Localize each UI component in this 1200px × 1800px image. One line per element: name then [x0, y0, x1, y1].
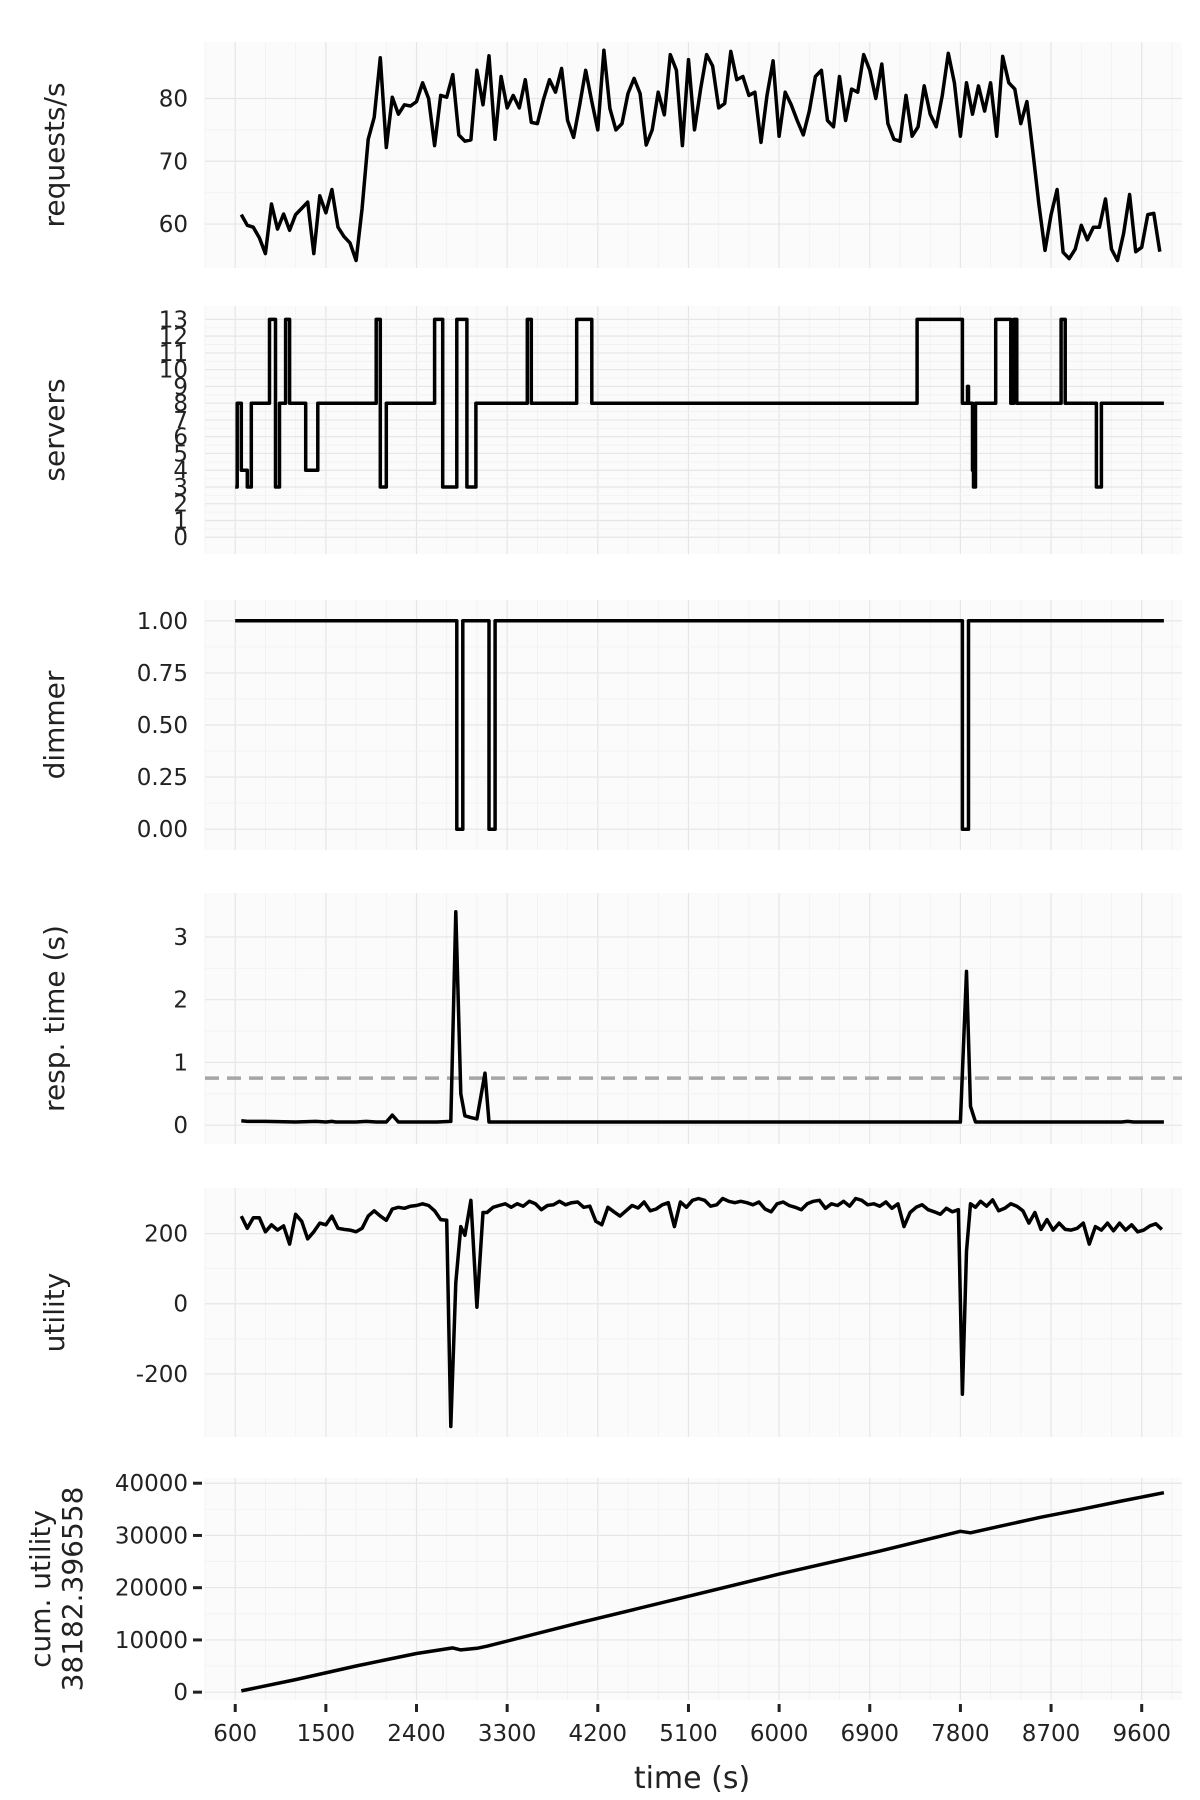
- x-tick-label: 9600: [1112, 1721, 1171, 1747]
- panel-resp: 0 1 2 3 resp. time (s): [38, 893, 1182, 1144]
- y-axis-title: cum. utility: [24, 1510, 57, 1668]
- y-tick-label: 13: [159, 307, 188, 333]
- y-tick-label: 2: [173, 988, 188, 1014]
- x-tick-label: 3300: [478, 1721, 537, 1747]
- y-tick-label: 70: [159, 149, 188, 175]
- y-axis-title: requests/s: [38, 82, 71, 227]
- y-tick-label: 40000: [115, 1471, 188, 1497]
- y-axis-title: servers: [38, 378, 71, 481]
- x-tick-label: 600: [213, 1721, 257, 1747]
- y-axis-title: resp. time (s): [38, 925, 71, 1112]
- y-tick-label: 200: [144, 1222, 188, 1248]
- y-tick-label: 0.00: [137, 817, 188, 843]
- panel-background: [205, 42, 1182, 268]
- x-tick-label: 4200: [569, 1721, 628, 1747]
- y-tick-label: 0.75: [137, 661, 188, 687]
- panel-requests: 60 70 80 requests/s: [38, 42, 1182, 268]
- y-axis-title: utility: [38, 1273, 71, 1353]
- y-axis-title-line2: 38182.396558: [56, 1487, 89, 1692]
- y-tick-label: 0: [173, 1292, 188, 1318]
- x-tick-label: 2400: [387, 1721, 446, 1747]
- x-tick-label: 6900: [840, 1721, 899, 1747]
- y-tick-label: 60: [159, 212, 188, 238]
- y-tick-label: 1: [173, 1050, 188, 1076]
- panel-utility: -200 0 200 utility: [38, 1188, 1182, 1437]
- y-axis-title: dimmer: [38, 670, 71, 779]
- panel-cum: 0 10000 20000 30000 40000 cum. utility 38182.3…: [24, 1471, 1182, 1706]
- y-tick-label: 0: [173, 1113, 188, 1139]
- panel-background: [205, 893, 1182, 1144]
- y-tick-label: 0.25: [137, 765, 188, 791]
- y-tick-label: 10000: [115, 1628, 188, 1654]
- x-axis-title: time (s): [634, 1761, 750, 1796]
- y-tick-label: 0: [173, 1680, 188, 1706]
- y-tick-label: 30000: [115, 1523, 188, 1549]
- y-tick-label: -200: [136, 1362, 188, 1388]
- x-tick-label: 5100: [659, 1721, 718, 1747]
- x-tick-label: 1500: [297, 1721, 356, 1747]
- panel-dimmer: 0.00 0.25 0.50 0.75 1.00 dimmer: [38, 600, 1182, 850]
- y-tick-label: 3: [173, 925, 188, 951]
- x-tick-label: 6000: [750, 1721, 809, 1747]
- y-tick-label: 0.50: [137, 713, 188, 739]
- x-tick-label: 8700: [1022, 1721, 1081, 1747]
- x-tick-label: 7800: [931, 1721, 990, 1747]
- x-axis: 600 1500 2400 3300 4200 5100 6000 6900 7800 8700 9…: [213, 1704, 1171, 1747]
- y-tick-label: 80: [159, 87, 188, 113]
- y-tick-label: 20000: [115, 1576, 188, 1602]
- panel-background: [205, 306, 1182, 554]
- panel-background: [205, 1188, 1182, 1437]
- y-tick-label: 1.00: [137, 609, 188, 635]
